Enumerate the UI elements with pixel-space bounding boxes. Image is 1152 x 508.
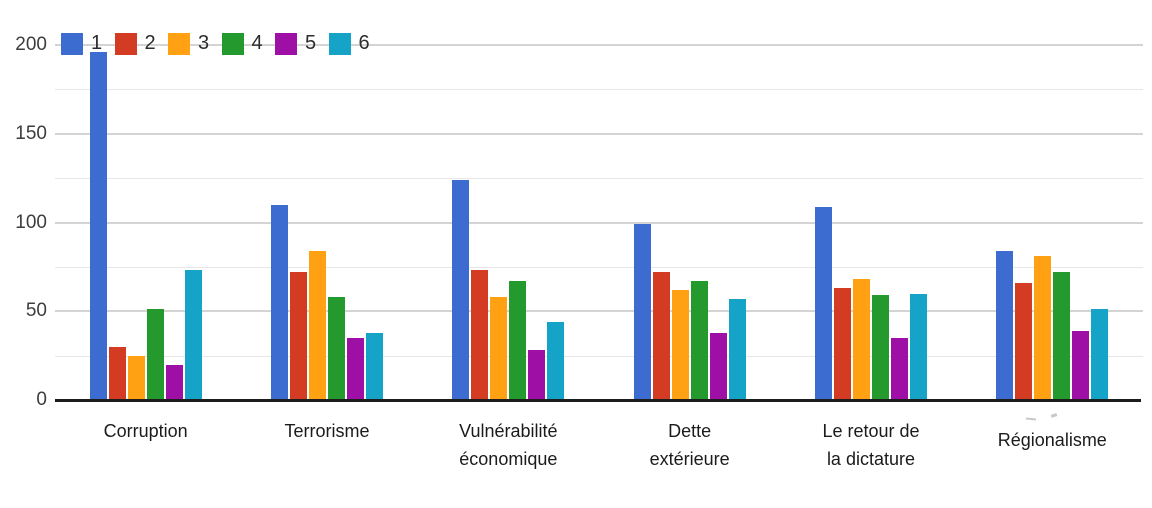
category-label: Corruption (55, 417, 236, 473)
bar (452, 179, 470, 400)
category-label-line: Vulnérabilité (459, 421, 558, 441)
legend-item: 5 (275, 32, 329, 55)
gridline (55, 89, 1143, 91)
gridline (55, 310, 1143, 313)
legend-label: 5 (305, 32, 317, 54)
gridline (55, 221, 1143, 224)
gridline (55, 266, 1143, 268)
bar-group (236, 45, 417, 400)
legend-swatch-icon (61, 32, 83, 55)
legend-label: 1 (91, 32, 103, 54)
category-label-line: Régionalisme (997, 430, 1107, 450)
bar (184, 270, 202, 400)
y-axis-tick-label: 100 (15, 211, 47, 233)
bar (1015, 282, 1033, 400)
legend-swatch-icon (114, 32, 137, 55)
bar (852, 279, 870, 400)
category-label: Vulnérabilité économique (418, 417, 599, 473)
bar (690, 281, 708, 400)
legend: 1 2 3 4 5 6 (61, 32, 382, 55)
bar (709, 332, 727, 400)
category-label-line: Corruption (103, 421, 188, 441)
legend-label: 2 (144, 32, 156, 54)
y-axis-tick-label: 0 (36, 389, 47, 410)
legend-swatch-icon (168, 32, 190, 55)
category-label-line: Dette (668, 421, 712, 441)
y-axis-tick-label: 50 (25, 300, 47, 322)
category-label-line: extérieure (649, 449, 730, 469)
bar (814, 206, 832, 400)
bar (308, 250, 326, 400)
legend-item: 2 (114, 32, 169, 55)
legend-item: 4 (221, 32, 276, 55)
category-label: Terrorisme (236, 417, 417, 473)
x-axis-labels: Corruption Terrorisme Vulnérabilité économi… (55, 417, 1143, 473)
y-axis-tick-label: 150 (15, 122, 47, 144)
bar (89, 52, 107, 400)
bar (652, 272, 670, 400)
bar (270, 204, 288, 400)
bar (471, 270, 489, 400)
bar (127, 355, 145, 400)
bar (890, 337, 908, 400)
gridline (55, 355, 1143, 357)
gridline (55, 132, 1143, 135)
bar (1053, 272, 1071, 400)
bar-group (780, 45, 961, 400)
gridline (55, 178, 1143, 180)
bar (346, 337, 364, 400)
plot-area (55, 44, 1143, 400)
bar (996, 250, 1014, 400)
category-label: Le retour de la dictature (780, 417, 961, 473)
bar-groups (55, 45, 1143, 400)
bar-group (599, 45, 780, 400)
x-axis-line (55, 399, 1141, 402)
legend-label: 6 (358, 32, 370, 54)
legend-item: 6 (328, 32, 383, 55)
bar (728, 298, 746, 400)
bar (108, 346, 126, 400)
legend-swatch-icon (328, 32, 351, 55)
bar (528, 350, 546, 400)
bar (1034, 256, 1052, 400)
category-label-line: économique (459, 449, 558, 469)
bar (671, 289, 689, 400)
legend-label: 4 (251, 32, 263, 54)
legend-item: 3 (168, 32, 222, 55)
bar-group (962, 45, 1143, 400)
bar (327, 297, 345, 400)
bar (365, 332, 383, 400)
bar (146, 309, 164, 400)
category-label-line: Le retour de (822, 421, 920, 441)
bar (871, 295, 889, 400)
bar (289, 272, 307, 400)
category-label-line: Terrorisme (284, 421, 370, 441)
category-label: Dette extérieure (599, 417, 780, 473)
bar (509, 281, 527, 400)
bar (490, 297, 508, 400)
legend-item: 1 (61, 32, 115, 55)
bar (833, 288, 851, 400)
legend-label: 3 (198, 32, 210, 54)
category-label: Régionalisme (962, 417, 1143, 473)
bar (1072, 330, 1090, 400)
bar (633, 224, 651, 400)
legend-swatch-icon (275, 32, 297, 55)
bar (909, 293, 927, 400)
category-label-line: la dictature (826, 449, 915, 469)
bar (547, 321, 565, 400)
legend-swatch-icon (221, 32, 244, 55)
bar (1091, 309, 1109, 400)
bar-group (55, 45, 236, 400)
bar-group (418, 45, 599, 400)
bar (165, 364, 183, 400)
gridline (55, 44, 1143, 46)
y-axis-tick-label: 200 (15, 34, 47, 55)
